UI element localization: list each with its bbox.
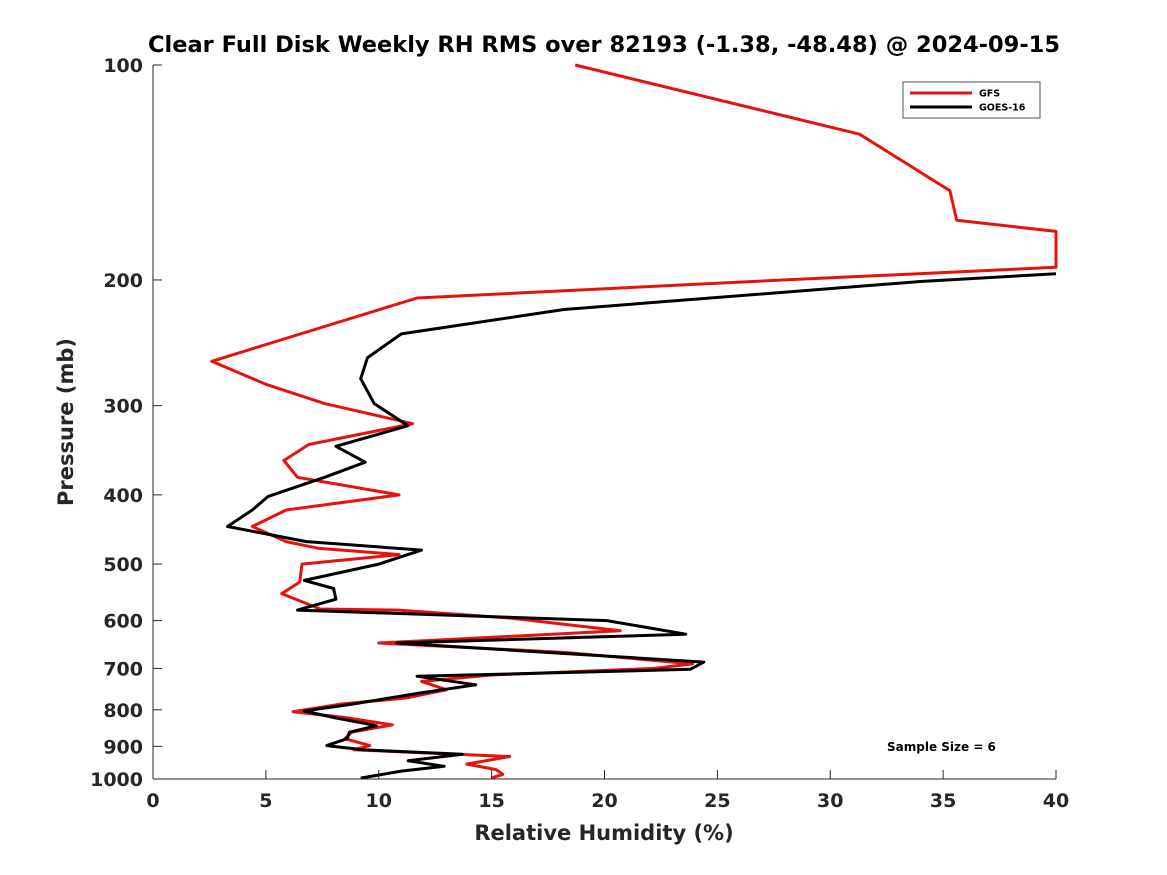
y-axis-label: Pressure (mb) xyxy=(54,338,78,506)
x-axis-ticks: 0 5 10 15 20 25 30 35 40 xyxy=(146,770,1069,812)
sample-size-annotation: Sample Size = 6 xyxy=(887,740,996,754)
x-tick-label: 5 xyxy=(259,790,272,812)
y-tick-label: 1000 xyxy=(90,769,143,791)
y-tick-label: 900 xyxy=(103,736,143,758)
x-tick-label: 20 xyxy=(591,790,617,812)
y-tick-label: 600 xyxy=(103,611,143,633)
x-tick-label: 25 xyxy=(704,790,730,812)
y-tick-label: 700 xyxy=(103,658,143,680)
legend-gfs-label: GFS xyxy=(979,89,1000,100)
chart-title: Clear Full Disk Weekly RH RMS over 82193… xyxy=(148,32,1060,58)
y-tick-label: 800 xyxy=(103,700,143,722)
x-tick-label: 35 xyxy=(930,790,956,812)
y-tick-label: 500 xyxy=(103,554,143,576)
legend-goes16-label: GOES-16 xyxy=(979,103,1026,114)
plot-area xyxy=(210,63,1058,780)
y-tick-label: 400 xyxy=(103,485,143,507)
y-axis-ticks: 100 200 300 400 500 600 700 800 900 1000 xyxy=(90,55,162,791)
x-tick-label: 15 xyxy=(478,790,504,812)
x-tick-label: 30 xyxy=(817,790,843,812)
series-line-goes-16 xyxy=(226,272,1057,780)
x-tick-label: 40 xyxy=(1043,790,1069,812)
y-tick-label: 200 xyxy=(103,270,143,292)
x-tick-label: 10 xyxy=(366,790,392,812)
legend: GFS GOES-16 xyxy=(902,81,1041,119)
x-axis-label: Relative Humidity (%) xyxy=(474,821,733,845)
y-tick-label: 300 xyxy=(103,396,143,418)
y-tick-label: 100 xyxy=(103,55,143,77)
x-tick-label: 0 xyxy=(146,790,159,812)
legend-box xyxy=(902,81,1041,119)
